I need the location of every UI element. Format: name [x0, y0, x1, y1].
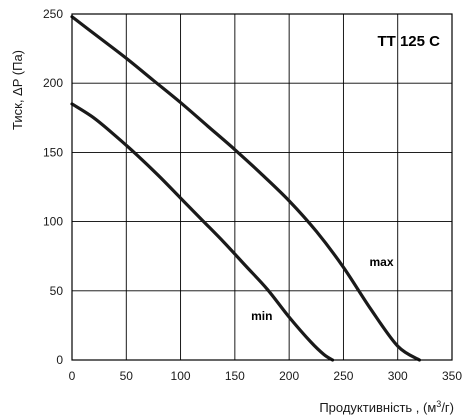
- chart-title: TT 125 C: [377, 33, 440, 50]
- x-tick-label: 50: [120, 369, 134, 383]
- y-tick-label: 0: [56, 353, 63, 367]
- tick-labels: 0 50 100 150 200 250 300 350 0 50 100 150 200 250: [43, 7, 462, 383]
- curves: [70, 15, 422, 362]
- x-tick-label: 150: [225, 369, 245, 383]
- x-axis-title-prefix: Продуктивність , (м: [319, 400, 436, 415]
- y-tick-label: 150: [43, 145, 63, 159]
- series-label-max: max: [369, 255, 393, 269]
- x-axis-title-suffix: /г): [441, 400, 454, 415]
- y-axis-title: Тиск, ΔP (Па): [10, 50, 25, 130]
- x-tick-label: 250: [333, 369, 353, 383]
- plot-frame: [71, 13, 453, 361]
- x-axis-title-sup: 3: [436, 399, 441, 409]
- x-tick-label: 300: [388, 369, 408, 383]
- series-line-min: [70, 102, 335, 362]
- x-tick-label: 200: [279, 369, 299, 383]
- x-tick-label: 100: [171, 369, 191, 383]
- x-tick-label: 0: [69, 369, 76, 383]
- x-axis-title: Продуктивність , (м3/г): [319, 399, 454, 415]
- series-line-max: [70, 15, 422, 362]
- y-tick-label: 50: [50, 284, 64, 298]
- series-label-min: min: [251, 309, 272, 323]
- y-tick-label: 250: [43, 7, 63, 21]
- y-tick-label: 100: [43, 215, 63, 229]
- y-tick-label: 200: [43, 76, 63, 90]
- x-tick-label: 350: [442, 369, 462, 383]
